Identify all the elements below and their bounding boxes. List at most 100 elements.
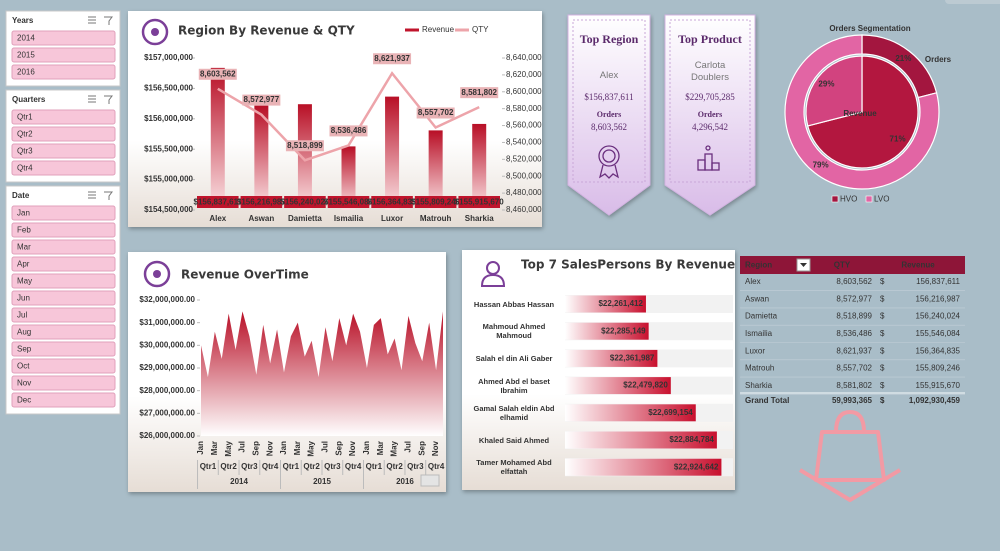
table-cell: 155,915,670 — [916, 381, 961, 390]
table-currency: $ — [880, 381, 885, 390]
card-border — [669, 19, 751, 183]
slicer-item-label[interactable]: 2016 — [17, 68, 35, 77]
slicer-item[interactable] — [11, 341, 116, 357]
legend-swatch — [865, 195, 873, 203]
chart-icon-dot — [151, 28, 159, 36]
data-label: $156,216,987 — [237, 198, 286, 207]
scroll-button[interactable] — [420, 474, 440, 487]
bar — [565, 377, 671, 395]
slicer-item-label[interactable]: Nov — [17, 379, 31, 388]
data-label-box — [197, 196, 239, 208]
y2-tick-label: 8,560,000 — [506, 121, 542, 130]
slicer-item-label[interactable]: Feb — [17, 226, 31, 235]
slicer-item-label[interactable]: Dec — [17, 396, 31, 405]
slicer-item[interactable] — [11, 358, 116, 374]
data-label: 29% — [818, 80, 834, 89]
table-cell: 59,993,365 — [832, 396, 873, 405]
slicer-item[interactable] — [11, 324, 116, 340]
slicer-item[interactable] — [11, 47, 116, 63]
x-tick-label: Nov — [348, 440, 357, 456]
data-label: $22,361,987 — [610, 354, 655, 363]
slicer-item-label[interactable]: Oct — [17, 362, 30, 371]
data-label: $22,884,784 — [669, 435, 714, 444]
table-cell: Damietta — [745, 312, 778, 321]
slicer-item-label[interactable]: 2014 — [17, 34, 35, 43]
slicer-item[interactable] — [11, 160, 116, 176]
slicer-item-label[interactable]: Qtr1 — [17, 113, 33, 122]
slicer-item[interactable] — [11, 392, 116, 408]
card-title: Top Product — [678, 32, 742, 46]
y-tick-label: $31,000,000.00 — [139, 318, 195, 327]
data-label: 71% — [890, 135, 906, 144]
slicer-title: Date — [12, 191, 30, 200]
quarter-label: Qtr3 — [241, 462, 258, 471]
chart-title: Region By Revenue & QTY — [178, 24, 355, 38]
bar — [565, 404, 696, 422]
y2-tick-label: 8,640,000 — [506, 53, 542, 62]
x-tick-label: Jan — [279, 441, 288, 455]
legend-label: LVO — [874, 195, 889, 204]
slicer-item-label[interactable]: Sep — [17, 345, 32, 354]
slicer-item[interactable] — [11, 375, 116, 391]
slicer-item[interactable] — [11, 239, 116, 255]
slicer-item-label[interactable]: Qtr3 — [17, 147, 33, 156]
bar — [385, 96, 400, 210]
data-label-box — [414, 196, 457, 208]
slicer-item-label[interactable]: Qtr4 — [17, 164, 33, 173]
slicer-item[interactable] — [11, 222, 116, 238]
data-label-box — [240, 196, 283, 208]
slicer-item[interactable] — [11, 290, 116, 306]
table-cell: Aswan — [745, 294, 769, 303]
table-cell: 155,546,084 — [916, 329, 961, 338]
slicer-item[interactable] — [11, 273, 116, 289]
y-tick-label: $154,500,000 — [144, 205, 193, 214]
slicer-item-label[interactable]: Jan — [17, 209, 30, 218]
slicer-item-label[interactable]: Jul — [17, 311, 27, 320]
y2-tick-label: 8,600,000 — [506, 87, 542, 96]
chart-title: Top 7 SalesPersons By Revenue — [521, 258, 735, 272]
table-cell: 8,572,977 — [836, 294, 872, 303]
x-tick-label: Damietta — [288, 214, 322, 223]
card-revenue: $156,837,611 — [584, 92, 634, 102]
year-label: 2016 — [396, 477, 414, 486]
slicer-item[interactable] — [11, 64, 116, 80]
slicer-item-label[interactable]: Aug — [17, 328, 31, 337]
table-header-cell: Revenue — [901, 261, 935, 270]
slicer-item-label[interactable]: Qtr2 — [17, 130, 33, 139]
card-orders: 8,603,562 — [591, 122, 627, 132]
top-button[interactable] — [945, 0, 1000, 4]
x-tick-label: May — [224, 440, 233, 456]
x-tick-label: Ismailia — [334, 214, 364, 223]
bar — [428, 130, 443, 210]
slicer-item[interactable] — [11, 30, 116, 46]
slicer-item-label[interactable]: Apr — [17, 260, 30, 269]
table-cell: Matrouh — [745, 364, 774, 373]
slicer-item[interactable] — [11, 126, 116, 142]
slicer-item[interactable] — [11, 205, 116, 221]
card-shape — [567, 14, 651, 216]
slicer-item-label[interactable]: May — [17, 277, 32, 286]
data-label-box — [458, 196, 500, 208]
x-tick-label: May — [390, 440, 399, 456]
table-cell: 155,809,246 — [916, 364, 961, 373]
bar — [565, 349, 658, 367]
x-tick-label: Jul — [404, 441, 413, 453]
table-currency: $ — [880, 346, 885, 355]
card-name: Alex — [599, 70, 619, 81]
slicer-item[interactable] — [11, 256, 116, 272]
slicer-item-label[interactable]: Jun — [17, 294, 30, 303]
slicer-item[interactable] — [11, 109, 116, 125]
slicer-item[interactable] — [11, 307, 116, 323]
x-tick-label: Jan — [362, 441, 371, 455]
slicer-item-label[interactable]: 2015 — [17, 51, 35, 60]
ribbon-icon — [598, 145, 620, 179]
person-icon-body — [480, 273, 506, 287]
data-label-box — [416, 107, 455, 119]
slicer-item[interactable] — [11, 143, 116, 159]
card-orders: 4,296,542 — [692, 122, 728, 132]
data-label: $22,285,149 — [601, 326, 646, 335]
x-tick-label: Nov — [265, 440, 274, 456]
slicer-item-label[interactable]: Mar — [17, 243, 31, 252]
table-header-cell: Region — [745, 261, 772, 270]
y2-tick-label: 8,520,000 — [506, 154, 542, 163]
